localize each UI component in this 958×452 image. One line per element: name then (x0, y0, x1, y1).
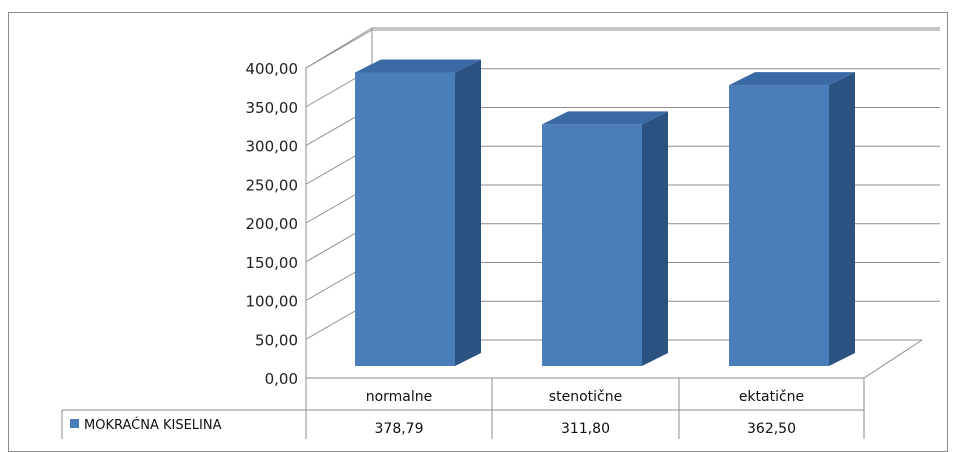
legend-series-label: MOKRAĆNA KISELINA (84, 417, 222, 433)
data-table: normalne 378,79 stenotične 311,80 ektatične 3… (61, 378, 865, 439)
bar-top-face (542, 111, 668, 125)
bar (542, 111, 668, 366)
bar-front-face (355, 72, 455, 367)
bar (729, 72, 855, 366)
y-tick-label: 200,00 (246, 215, 299, 233)
bar-side-face (455, 59, 481, 367)
bar-top-face (729, 72, 855, 86)
bar-front-face (542, 124, 642, 366)
data-value-label: 311,80 (561, 421, 610, 437)
legend-swatch (70, 419, 79, 428)
bars (355, 59, 855, 367)
x-category-label: stenotične (549, 389, 622, 405)
y-tick-label: 0,00 (265, 370, 298, 388)
y-tick-label: 350,00 (246, 99, 299, 117)
bar-side-face (829, 72, 855, 366)
data-value-label: 362,50 (747, 421, 796, 437)
data-value-label: 378,79 (375, 421, 424, 437)
y-tick-label: 250,00 (246, 176, 299, 194)
bar (355, 59, 481, 367)
x-category-label: normalne (366, 389, 433, 405)
bar-top-face (355, 59, 481, 73)
bar-front-face (729, 85, 829, 366)
floor-right-edge (863, 339, 923, 379)
y-tick-label: 100,00 (246, 293, 299, 311)
y-tick-label: 50,00 (255, 331, 298, 349)
bar-chart: 0,00 50,00 100,00 150,00 200,00 250,00 300,00 3… (61, 27, 940, 439)
gridline-side (305, 29, 373, 69)
y-tick-label: 300,00 (246, 138, 299, 156)
bar-side-face (642, 111, 668, 366)
y-tick-label: 150,00 (246, 254, 299, 272)
y-axis-ticks: 0,00 50,00 100,00 150,00 200,00 250,00 300,00 3… (246, 60, 299, 388)
x-category-label: ektatične (739, 389, 804, 405)
y-tick-label: 400,00 (246, 60, 299, 78)
